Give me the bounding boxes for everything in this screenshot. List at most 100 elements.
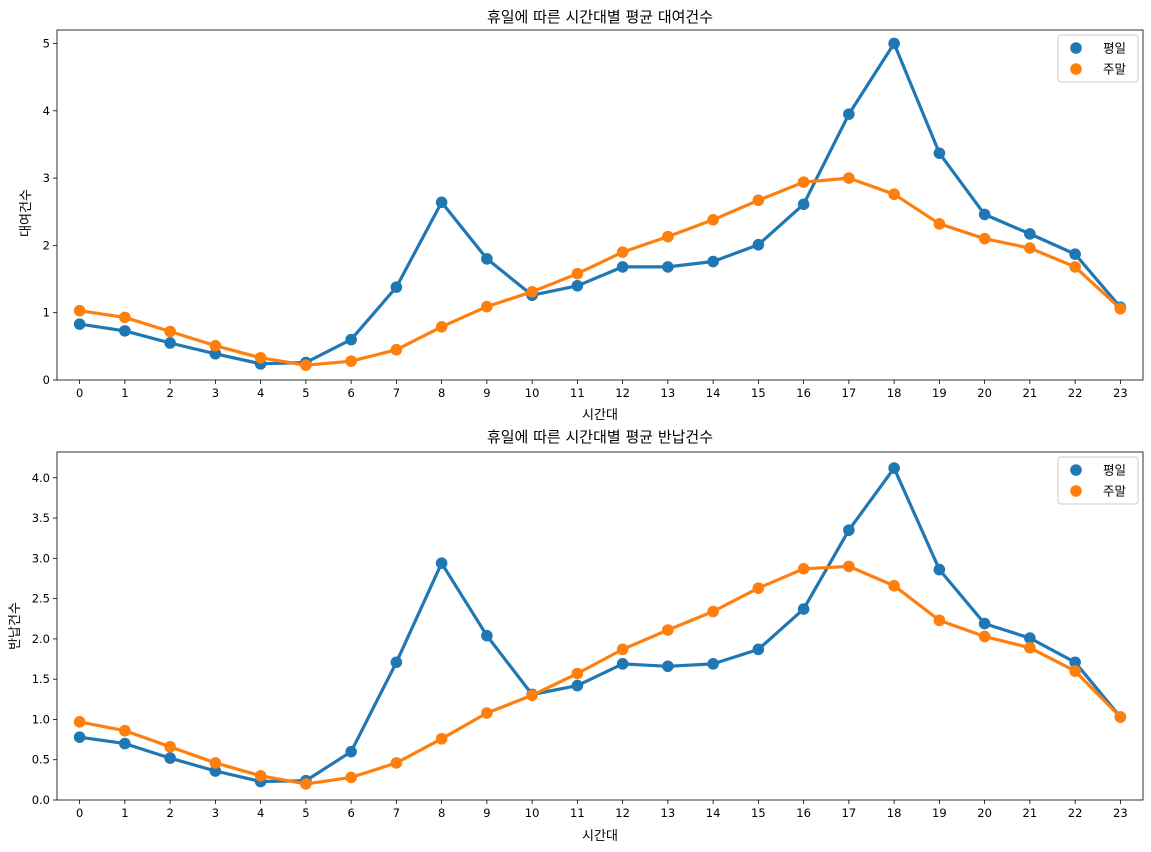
x-tick-label: 9	[483, 386, 490, 400]
legend-marker	[1070, 63, 1082, 75]
data-point	[662, 230, 674, 243]
data-point	[390, 281, 403, 293]
data-point	[481, 707, 493, 719]
x-tick-label: 5	[302, 806, 309, 820]
data-point	[888, 37, 900, 50]
data-point	[164, 325, 176, 338]
x-tick-label: 20	[977, 806, 992, 820]
y-tick-label: 4	[43, 104, 50, 118]
x-tick-label: 6	[347, 386, 354, 400]
series-line-0	[79, 466, 1122, 784]
data-point	[1069, 261, 1081, 273]
data-point	[571, 267, 584, 280]
data-point	[435, 557, 448, 569]
y-axis-label: 반납건수	[8, 602, 23, 650]
data-point	[571, 679, 584, 692]
legend-label: 주말	[1103, 62, 1127, 77]
x-tick-label: 3	[212, 806, 219, 820]
data-point	[797, 176, 810, 188]
legend-label: 평일	[1103, 41, 1126, 56]
series-line-1	[79, 564, 1122, 786]
x-tick-label: 11	[570, 806, 585, 820]
x-tick-label: 17	[842, 386, 857, 400]
data-point	[1024, 632, 1036, 644]
data-point	[390, 343, 403, 356]
data-point	[707, 605, 719, 618]
x-tick-label: 5	[302, 386, 309, 400]
data-point	[797, 563, 810, 575]
data-point	[707, 255, 719, 268]
x-tick-label: 8	[438, 806, 445, 820]
x-tick-label: 15	[751, 806, 766, 820]
data-point	[254, 770, 267, 782]
data-point	[209, 339, 222, 352]
data-point	[1024, 641, 1036, 654]
data-point	[933, 614, 946, 627]
data-point	[390, 757, 403, 769]
data-point	[1024, 242, 1036, 254]
data-point	[616, 643, 629, 656]
x-axis-label: 시간대	[582, 408, 618, 423]
plot-frame	[56, 29, 1144, 381]
data-point	[73, 304, 86, 317]
plot-frame	[56, 451, 1144, 801]
data-point	[164, 752, 176, 764]
chart-title: 휴일에 따른 시간대별 평균 반납건수	[487, 428, 713, 446]
data-point	[1069, 665, 1081, 677]
x-tick-label: 7	[393, 806, 400, 820]
x-tick-label: 19	[932, 806, 947, 820]
data-point	[481, 300, 493, 313]
x-tick-label: 12	[615, 386, 630, 400]
data-point	[933, 218, 946, 230]
x-tick-label: 23	[1113, 386, 1128, 400]
data-point	[616, 261, 629, 273]
x-tick-label: 0	[76, 386, 83, 400]
x-tick-label: 7	[393, 386, 400, 400]
data-point	[1024, 228, 1036, 240]
data-point	[481, 253, 493, 265]
y-tick-label: 1.5	[32, 672, 50, 686]
x-tick-label: 10	[525, 386, 540, 400]
x-tick-label: 22	[1068, 806, 1083, 820]
y-tick-label: 0.0	[32, 793, 50, 807]
data-point	[209, 765, 222, 777]
data-point	[119, 737, 131, 750]
data-point	[843, 560, 855, 573]
x-tick-label: 19	[932, 386, 947, 400]
x-tick-label: 2	[166, 806, 173, 820]
x-tick-label: 14	[706, 386, 721, 400]
data-point	[119, 724, 131, 737]
data-point	[73, 716, 86, 728]
y-tick-label: 1	[43, 306, 50, 320]
y-tick-label: 3	[43, 171, 50, 185]
data-point	[978, 617, 991, 630]
series-line-1	[79, 176, 1122, 367]
y-tick-label: 3.5	[32, 511, 50, 525]
x-tick-label: 1	[121, 806, 128, 820]
x-tick-label: 17	[842, 806, 857, 820]
legend-marker	[1070, 42, 1082, 54]
y-tick-label: 1.0	[32, 712, 50, 726]
data-point	[843, 108, 855, 120]
data-point	[888, 188, 900, 201]
data-point	[616, 246, 629, 258]
data-point	[119, 311, 131, 324]
y-tick-label: 3.0	[32, 551, 50, 565]
x-tick-label: 14	[706, 806, 721, 820]
data-point	[345, 745, 357, 758]
data-point	[752, 238, 765, 251]
y-axis-label: 대여건수	[19, 189, 34, 237]
x-tick-label: 12	[615, 806, 630, 820]
data-point	[300, 359, 312, 371]
data-point	[933, 563, 946, 576]
data-point	[73, 731, 86, 743]
x-axis-label: 시간대	[582, 829, 618, 844]
data-point	[662, 261, 674, 273]
x-tick-label: 18	[887, 806, 902, 820]
data-point	[209, 757, 222, 769]
x-tick-label: 13	[661, 806, 676, 820]
data-point	[707, 658, 719, 670]
data-point	[978, 630, 991, 643]
